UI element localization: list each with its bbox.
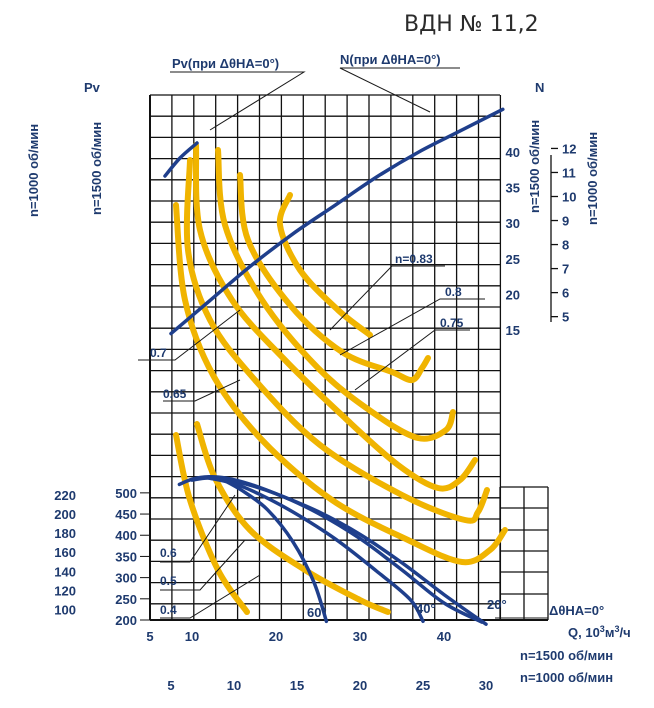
- pv-tick-1000: 180: [54, 526, 76, 541]
- efficiency-curve-0.5: [194, 421, 391, 615]
- q-axis-title-unit: м: [605, 625, 615, 640]
- pressure-curve-tail: [163, 141, 199, 178]
- performance-curves: [163, 107, 505, 626]
- q-tick-1500: 40: [437, 629, 451, 644]
- pv-axis-ticks: 200 250 300 350 400 450 500 100 120 140 160 180 200 2…: [54, 486, 150, 628]
- n-tick-1500: 30: [506, 216, 520, 231]
- pressure-curve-2: [207, 476, 425, 624]
- pv-axis-1000-title: n=1000 об/мин: [26, 124, 41, 217]
- n-tick-1000: 5: [562, 310, 569, 325]
- n-tick-1000: 9: [562, 214, 569, 229]
- n-axis-1500-title: n=1500 об/мин: [527, 120, 542, 213]
- pv-tick-1500: 300: [115, 571, 137, 586]
- leader-0.4: [160, 574, 261, 619]
- pressure-curve-3: [219, 477, 329, 624]
- eff-label-040: 0.4: [160, 603, 177, 617]
- q-axis-title-exp1: 3: [600, 624, 605, 634]
- pv-tick-1000: 120: [54, 583, 76, 598]
- eff-label-070: 0.7: [150, 346, 167, 360]
- leader-0.65: [163, 379, 241, 402]
- efficiency-curve-0.75: [215, 147, 456, 442]
- q-tick-1000: 20: [353, 678, 367, 693]
- pv-tick-1500: 400: [115, 528, 137, 543]
- n-tick-1000: 7: [562, 262, 569, 277]
- eff-label-083: n=0.83: [395, 252, 433, 266]
- q-tick-1500: 10: [185, 629, 199, 644]
- pv-axis-title: Pv: [84, 80, 101, 95]
- n-tick-1000: 10: [562, 190, 576, 205]
- chart-title: ВДН № 11,2: [404, 12, 539, 37]
- leader-0.5: [160, 539, 246, 591]
- n-tick-1000: 12: [562, 141, 576, 156]
- n-tick-1500: 35: [506, 181, 520, 196]
- q-tick-1500: 20: [269, 629, 283, 644]
- leader-0.8: [339, 298, 485, 356]
- q-axis-1000-title: n=1000 об/мин: [520, 670, 613, 685]
- chart-grid: [149, 94, 549, 621]
- efficiency-curve-0.83: [276, 192, 373, 338]
- q-axis-1500-title: n=1500 об/мин: [520, 648, 613, 663]
- q-axis-title-tail: /ч: [619, 625, 630, 640]
- q-axis-ticks: 5 10 20 30 40 5 10 15 20 25 30: [146, 629, 493, 693]
- n-axis-title: N: [535, 80, 544, 95]
- pv-tick-1500: 200: [115, 613, 137, 628]
- pv-tick-1500: 250: [115, 592, 137, 607]
- eff-label-065: 0.65: [163, 387, 187, 401]
- q-axis-title-exp2: 3: [614, 624, 619, 634]
- q-axis-title: Q, 103м3/ч: [568, 624, 631, 640]
- eff-label-050: 0.5: [160, 574, 177, 588]
- pv-tick-1000: 160: [54, 545, 76, 560]
- q-tick-1500: 30: [353, 629, 367, 644]
- efficiency-curve-0.4: [173, 432, 250, 615]
- vane-angle-label: ΔθНА=0°: [549, 603, 604, 618]
- pv-tick-1000: 200: [54, 507, 76, 522]
- q-tick-1000: 5: [167, 678, 174, 693]
- power-curve: [169, 107, 505, 336]
- angle-label-20: 20°: [487, 597, 507, 612]
- angle-label-60: 60°: [307, 605, 327, 620]
- n-tick-1500: 40: [506, 145, 520, 160]
- pv-tick-1000: 140: [54, 564, 76, 579]
- power-curve-label: N(при ΔθНА=0°): [340, 52, 441, 67]
- leader-pressure: [170, 71, 306, 131]
- n-tick-1000: 8: [562, 238, 569, 253]
- leader-power: [339, 67, 460, 113]
- n-tick-1500: 25: [506, 252, 520, 267]
- n-axis-1000-title: n=1000 об/мин: [585, 132, 600, 225]
- eff-label-075: 0.75: [440, 316, 464, 330]
- pv-tick-1000: 220: [54, 488, 76, 503]
- q-tick-1500: 5: [146, 629, 153, 644]
- pressure-curve-label: Pv(при ΔθНА=0°): [172, 56, 279, 71]
- n-axis-ticks: 15 20 25 30 35 40 5 6 7 8 9 10 11 12: [506, 141, 577, 338]
- n-tick-1000: 6: [562, 286, 569, 301]
- q-axis-title-base: Q, 10: [568, 625, 600, 640]
- efficiency-curve-0.65: [183, 157, 490, 524]
- eff-label-060: 0.6: [160, 546, 177, 560]
- q-tick-1000: 25: [416, 678, 430, 693]
- pv-tick-1500: 450: [115, 507, 137, 522]
- q-tick-1000: 30: [479, 678, 493, 693]
- efficiency-curve-0.7: [192, 142, 478, 492]
- leader-0.83: [329, 265, 445, 331]
- q-tick-1000: 10: [227, 678, 241, 693]
- efficiency-curve-0.8: [237, 172, 431, 384]
- pv-tick-1500: 500: [115, 486, 137, 501]
- label-leader-lines: [138, 67, 548, 619]
- leader-0.6: [160, 494, 236, 563]
- pv-tick-1500: 350: [115, 549, 137, 564]
- n-tick-1000: 11: [562, 165, 576, 180]
- leader-0.75: [354, 329, 470, 391]
- n-tick-1500: 15: [506, 323, 520, 338]
- q-tick-1000: 15: [290, 678, 304, 693]
- n-tick-1500: 20: [506, 287, 520, 302]
- eff-label-080: 0.8: [445, 285, 462, 299]
- pv-tick-1000: 100: [54, 602, 76, 617]
- angle-label-40: 40°: [416, 601, 436, 616]
- leader-0.7: [138, 309, 241, 361]
- pv-axis-1500-title: n=1500 об/мин: [89, 122, 104, 215]
